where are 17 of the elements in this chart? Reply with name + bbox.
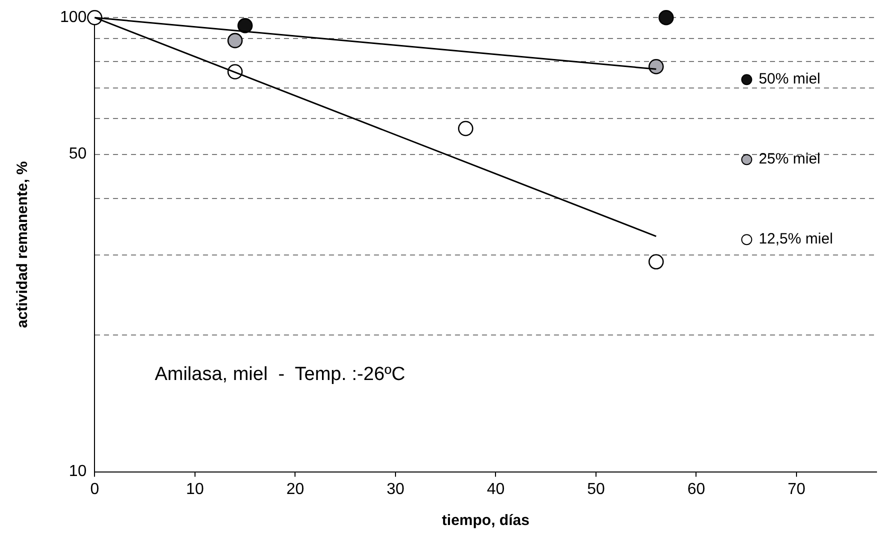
x-tick-label: 0	[90, 480, 100, 498]
x-axis-title: tiempo, días	[442, 512, 530, 530]
x-tick-label: 20	[286, 480, 304, 498]
legend-label: 12,5% miel	[758, 230, 833, 248]
y-tick-label: 50	[68, 146, 87, 163]
x-tick-label: 30	[386, 480, 404, 498]
legend-label: 25% miel	[758, 150, 820, 168]
y-axis-title: actividad remanente, %	[14, 161, 32, 328]
x-tick-label: 50	[587, 480, 605, 498]
x-tick-label: 70	[788, 480, 806, 498]
y-tick-label: 100	[60, 9, 87, 26]
legend-label: 50% miel	[758, 70, 820, 88]
x-tick-label: 10	[186, 480, 204, 498]
y-tick-label: 10	[68, 463, 87, 480]
x-tick-label: 40	[486, 480, 505, 498]
x-tick-label: 60	[687, 480, 706, 498]
annotation: Amilasa, miel - Temp. :-26ºC	[154, 364, 406, 385]
